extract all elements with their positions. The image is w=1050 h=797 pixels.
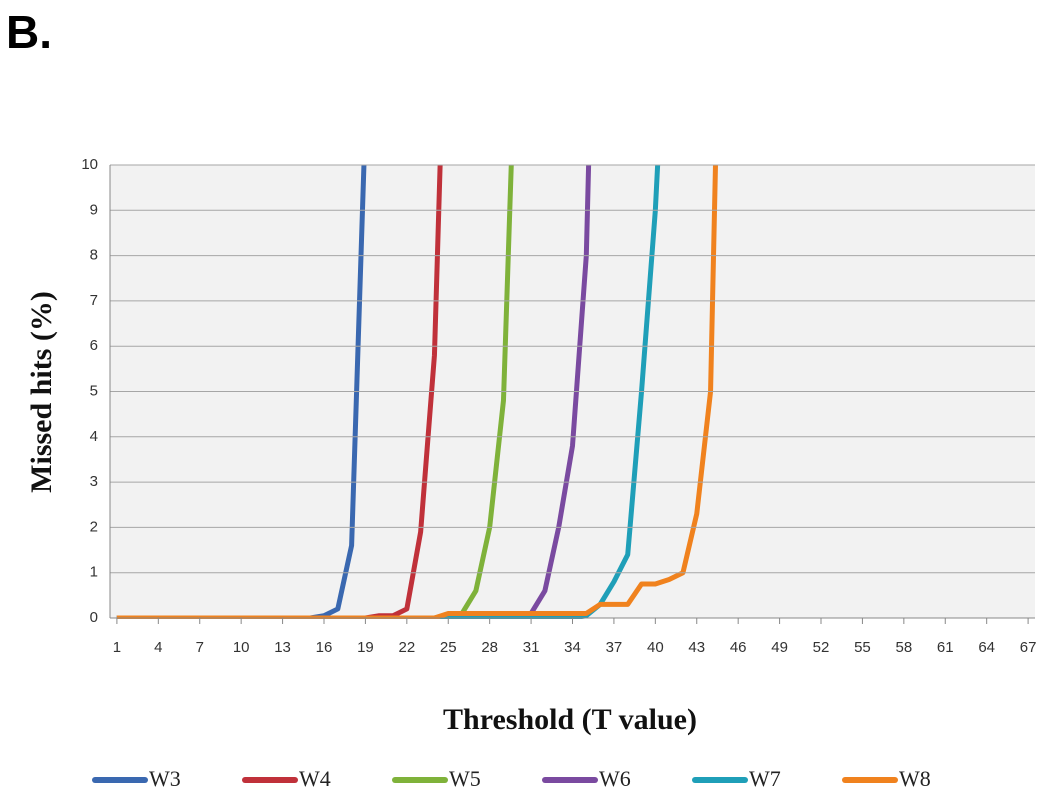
y-tick-label: 3: [90, 473, 98, 490]
x-tick-label: 28: [481, 639, 498, 656]
y-tick-label: 8: [90, 247, 98, 264]
y-tick-label: 1: [90, 564, 98, 581]
x-axis-title: Threshold (T value): [443, 703, 697, 736]
y-axis-title: Missed hits (%): [25, 291, 58, 493]
x-tick-label: 61: [937, 639, 954, 656]
x-tick-label: 31: [523, 639, 540, 656]
y-tick-label: 5: [90, 382, 98, 399]
x-tick-label: 64: [978, 639, 995, 656]
y-tick-label: 9: [90, 201, 98, 218]
x-tick-label: 37: [606, 639, 623, 656]
x-tick-label: 13: [274, 639, 291, 656]
legend-label: W7: [749, 766, 781, 791]
y-tick-label: 4: [90, 428, 98, 445]
x-tick-label: 19: [357, 639, 374, 656]
x-tick-label: 52: [813, 639, 830, 656]
x-tick-label: 34: [564, 639, 581, 656]
x-tick-label: 46: [730, 639, 747, 656]
x-tick-label: 4: [154, 639, 162, 656]
x-tick-label: 7: [196, 639, 204, 656]
x-tick-label: 43: [688, 639, 705, 656]
legend-label: W8: [899, 766, 931, 791]
y-tick-label: 0: [90, 609, 98, 626]
x-tick-label: 67: [1020, 639, 1037, 656]
legend-label: W3: [149, 766, 181, 791]
x-tick-label: 25: [440, 639, 457, 656]
x-tick-label: 16: [316, 639, 333, 656]
x-tick-label: 58: [895, 639, 912, 656]
legend-label: W5: [449, 766, 481, 791]
x-tick-label: 49: [771, 639, 788, 656]
x-tick-label: 22: [398, 639, 415, 656]
x-tick-label: 55: [854, 639, 871, 656]
x-tick-label: 40: [647, 639, 664, 656]
legend-label: W6: [599, 766, 631, 791]
y-tick-label: 6: [90, 337, 98, 354]
x-tick-label: 1: [113, 639, 121, 656]
y-tick-label: 2: [90, 518, 98, 535]
panel-label: B.: [6, 6, 52, 58]
y-tick-label: 10: [81, 156, 98, 173]
x-tick-label: 10: [233, 639, 250, 656]
legend-label: W4: [299, 766, 331, 791]
y-tick-label: 7: [90, 292, 98, 309]
